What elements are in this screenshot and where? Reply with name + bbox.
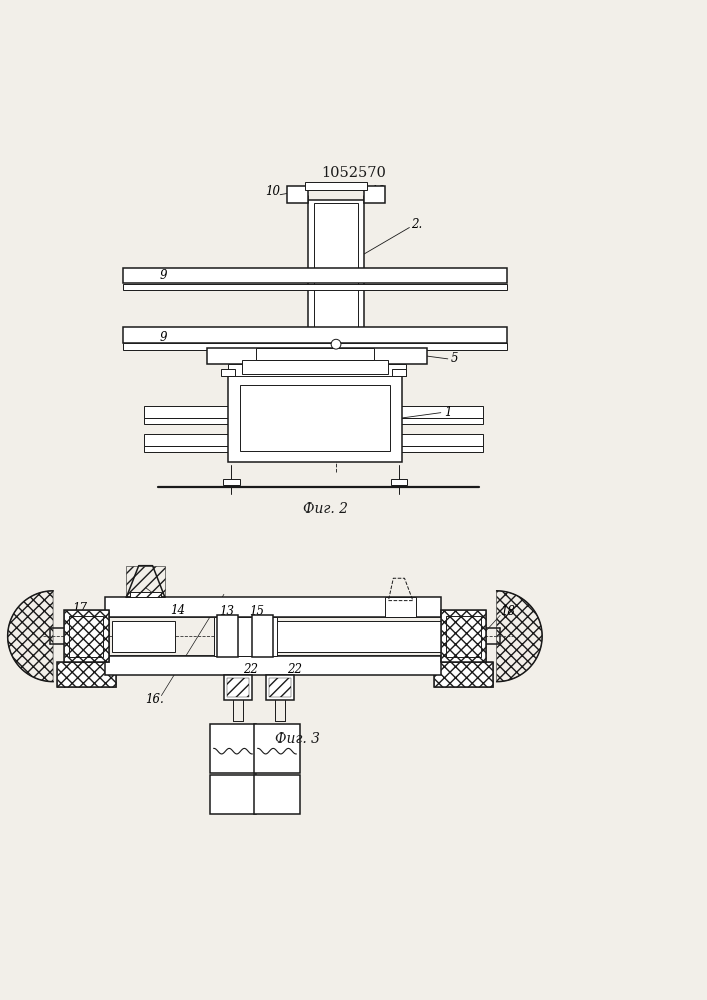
Text: 22: 22 (243, 663, 257, 676)
Bar (206, 348, 427, 364)
Bar (255, 724, 300, 773)
Bar (57, 662, 116, 687)
Bar (385, 597, 416, 617)
Bar (305, 182, 368, 190)
Bar (127, 566, 165, 597)
Text: 17: 17 (72, 602, 87, 615)
Bar (130, 592, 161, 597)
Bar (228, 364, 406, 376)
Bar (123, 343, 507, 350)
Text: 13: 13 (219, 605, 234, 618)
Bar (210, 775, 256, 814)
Bar (123, 268, 507, 283)
Bar (441, 610, 486, 662)
Bar (228, 374, 402, 462)
Circle shape (331, 339, 341, 349)
Bar (266, 675, 294, 700)
Text: 5: 5 (451, 352, 459, 365)
Bar (287, 186, 308, 203)
Bar (392, 369, 406, 376)
Text: 10: 10 (266, 185, 281, 198)
Bar (390, 479, 407, 485)
Bar (64, 610, 109, 662)
Bar (446, 616, 481, 657)
Bar (242, 360, 388, 374)
Bar (273, 621, 441, 652)
Bar (314, 203, 358, 332)
Text: 22: 22 (286, 663, 302, 676)
Bar (227, 678, 250, 697)
Bar (221, 369, 235, 376)
Bar (105, 656, 441, 675)
Bar (105, 597, 441, 617)
Bar (64, 610, 109, 662)
Text: 1052570: 1052570 (321, 166, 386, 180)
Bar (269, 678, 291, 697)
Text: 18: 18 (500, 605, 515, 618)
Bar (144, 434, 483, 446)
Bar (144, 446, 483, 452)
Text: 1: 1 (444, 406, 452, 419)
Bar (112, 621, 175, 652)
Bar (434, 662, 493, 687)
Bar (144, 406, 483, 418)
Bar (217, 615, 238, 657)
Bar (441, 610, 486, 662)
Bar (255, 775, 300, 814)
Text: Фиг. 3: Фиг. 3 (275, 732, 320, 746)
Bar (223, 479, 240, 485)
Text: 2.: 2. (411, 218, 422, 231)
Text: 10: 10 (370, 185, 385, 198)
Bar (69, 616, 103, 657)
Bar (224, 675, 252, 700)
Text: 9: 9 (160, 331, 168, 344)
Bar (252, 615, 273, 657)
Text: Фиг. 2: Фиг. 2 (303, 502, 348, 516)
Bar (214, 617, 276, 656)
Bar (123, 284, 507, 290)
Bar (308, 200, 364, 336)
Text: 16.: 16. (145, 693, 164, 706)
Bar (210, 724, 256, 773)
Text: 15: 15 (250, 605, 264, 618)
Bar (144, 418, 483, 424)
Bar (256, 348, 375, 360)
Bar (364, 186, 385, 203)
Bar (240, 385, 390, 451)
Bar (123, 327, 507, 343)
Text: 14: 14 (170, 604, 185, 617)
Text: 9: 9 (160, 269, 168, 282)
Bar (434, 662, 493, 687)
Bar (57, 662, 116, 687)
